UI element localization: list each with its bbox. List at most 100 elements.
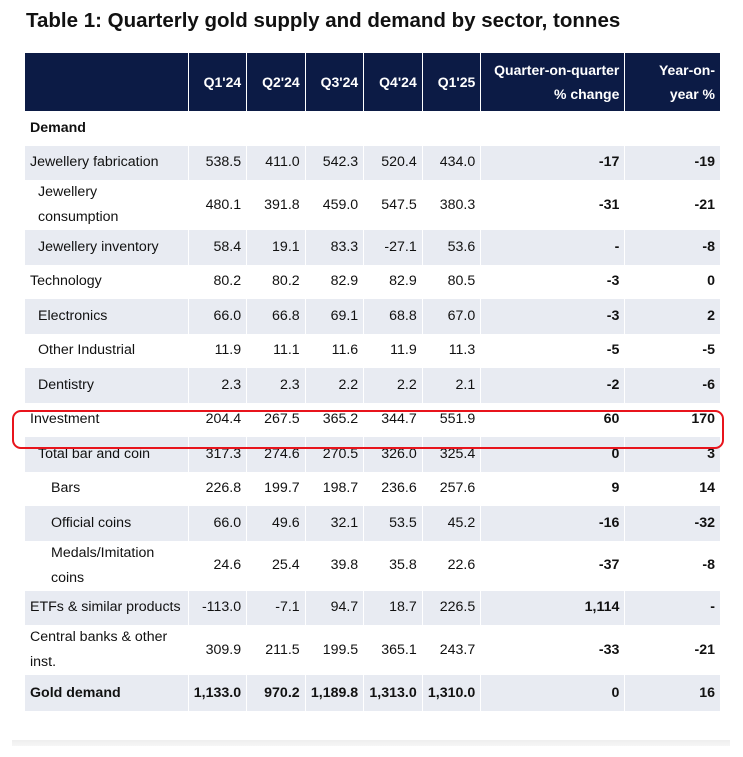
cell-q1-25: 80.5 <box>421 264 481 299</box>
cell-q4-24: 11.9 <box>363 333 423 368</box>
cell-q4-24: 520.4 <box>363 145 423 180</box>
cell-q1-24: 24.6 <box>187 540 247 591</box>
cell-yoy: -21 <box>624 180 720 230</box>
cell-q1-24: 66.0 <box>187 506 247 541</box>
cell-q4-24: 68.8 <box>363 299 423 334</box>
cell-q1-24: 317.3 <box>187 437 247 472</box>
cell-qoq: -37 <box>480 540 625 591</box>
cell-yoy: -8 <box>624 230 720 265</box>
cell-q3-24: 2.2 <box>304 368 364 403</box>
cell-q3-24: 270.5 <box>304 437 364 472</box>
cell-q2-24: 2.3 <box>246 368 306 403</box>
total-q4-24: 1,313.0 <box>363 675 423 711</box>
cell-qoq: 1,114 <box>480 590 625 625</box>
cell-q2-24: -7.1 <box>246 590 306 625</box>
row-label: Technology <box>30 273 102 290</box>
row-label: Other Industrial <box>38 342 135 359</box>
total-q2-24: 970.2 <box>246 675 306 711</box>
cell-yoy: -8 <box>624 540 720 591</box>
header-q2-24: Q2'24 <box>246 53 306 111</box>
cell-yoy: -21 <box>624 625 720 675</box>
cell-q1-24: 204.4 <box>187 402 247 437</box>
cell-q3-24: 199.5 <box>304 625 364 675</box>
cell-qoq: 0 <box>480 437 625 472</box>
cell-yoy: -6 <box>624 368 720 403</box>
table-row: Jewellery consumption 480.1 391.8 459.0 … <box>25 180 720 230</box>
cell-q1-24: 11.9 <box>187 333 247 368</box>
cell-q4-24: 236.6 <box>363 471 423 506</box>
table-row: Medals/Imitation coins 24.6 25.4 39.8 35… <box>25 540 720 591</box>
cell-qoq: -5 <box>480 333 625 368</box>
cell-q1-25: 243.7 <box>421 625 481 675</box>
total-yoy: 16 <box>624 675 720 711</box>
row-label-line1: Jewellery <box>38 184 98 200</box>
table-row: Dentistry 2.3 2.3 2.2 2.2 2.1 -2 -6 <box>25 368 720 403</box>
cell-qoq: -33 <box>480 625 625 675</box>
table-row: Electronics 66.0 66.8 69.1 68.8 67.0 -3 … <box>25 299 720 334</box>
header-yoy-change: Year-on- year % <box>624 53 720 111</box>
cell-q1-25: 22.6 <box>421 540 481 591</box>
cell-q3-24: 69.1 <box>304 299 364 334</box>
cell-qoq: -3 <box>480 299 625 334</box>
cell-q4-24: 365.1 <box>363 625 423 675</box>
cell-q4-24: 53.5 <box>363 506 423 541</box>
total-q3-24: 1,189.8 <box>304 675 364 711</box>
cell-q2-24: 80.2 <box>246 264 306 299</box>
cell-q1-24: 226.8 <box>187 471 247 506</box>
gold-demand-table: Q1'24 Q2'24 Q3'24 Q4'24 Q1'25 Quarter-on… <box>25 53 720 711</box>
cell-q3-24: 83.3 <box>304 230 364 265</box>
cell-q1-25: 67.0 <box>421 299 481 334</box>
header-qoq-line2: % change <box>554 86 620 102</box>
cell-q3-24: 365.2 <box>304 402 364 437</box>
table-row: Official coins 66.0 49.6 32.1 53.5 45.2 … <box>25 506 720 541</box>
cell-q1-25: 11.3 <box>421 333 481 368</box>
cell-q2-24: 411.0 <box>246 145 306 180</box>
table-row-investment: Investment 204.4 267.5 365.2 344.7 551.9… <box>25 402 720 437</box>
cell-qoq: 60 <box>480 402 625 437</box>
table-bottom-shadow <box>12 740 730 746</box>
section-label: Demand <box>30 119 86 136</box>
header-q4-24: Q4'24 <box>363 53 423 111</box>
cell-yoy: -19 <box>624 145 720 180</box>
cell-q1-24: 538.5 <box>187 145 247 180</box>
cell-qoq: -2 <box>480 368 625 403</box>
cell-yoy: -32 <box>624 506 720 541</box>
cell-qoq: - <box>480 230 625 265</box>
cell-q1-25: 53.6 <box>421 230 481 265</box>
header-yoy-line2: year % <box>669 86 715 102</box>
cell-q2-24: 274.6 <box>246 437 306 472</box>
cell-q1-25: 551.9 <box>421 402 481 437</box>
header-yoy-line1: Year-on- <box>658 62 715 78</box>
cell-q1-24: 58.4 <box>187 230 247 265</box>
cell-q1-25: 257.6 <box>421 471 481 506</box>
cell-yoy: -5 <box>624 333 720 368</box>
row-label: Official coins <box>25 506 189 541</box>
cell-q1-25: 226.5 <box>421 590 481 625</box>
table-row: Jewellery fabrication 538.5 411.0 542.3 … <box>25 145 720 180</box>
cell-q2-24: 25.4 <box>246 540 306 591</box>
row-label: Dentistry <box>25 368 189 403</box>
table-row: Other Industrial 11.9 11.1 11.6 11.9 11.… <box>25 333 720 368</box>
cell-q1-24: 80.2 <box>187 264 247 299</box>
row-label: Central banks & other inst. <box>25 625 188 675</box>
cell-q1-24: 480.1 <box>187 180 247 230</box>
cell-q4-24: 2.2 <box>363 368 423 403</box>
cell-q1-25: 325.4 <box>421 437 481 472</box>
header-qoq-change: Quarter-on-quarter % change <box>480 53 625 111</box>
header-label <box>25 53 189 111</box>
cell-q1-24: 2.3 <box>187 368 247 403</box>
header-q3-24: Q3'24 <box>304 53 364 111</box>
cell-q3-24: 32.1 <box>304 506 364 541</box>
cell-q3-24: 94.7 <box>304 590 364 625</box>
cell-q2-24: 66.8 <box>246 299 306 334</box>
cell-qoq: -16 <box>480 506 625 541</box>
cell-q2-24: 211.5 <box>246 625 306 675</box>
table-row: ETFs & similar products -113.0 -7.1 94.7… <box>25 590 720 625</box>
cell-yoy: 3 <box>624 437 720 472</box>
table-row: Bars 226.8 199.7 198.7 236.6 257.6 9 14 <box>25 471 720 506</box>
table-header-row: Q1'24 Q2'24 Q3'24 Q4'24 Q1'25 Quarter-on… <box>25 53 720 111</box>
row-label: Jewellery consumption <box>25 180 188 230</box>
row-label: Jewellery inventory <box>25 230 189 265</box>
row-label: Investment <box>30 411 100 428</box>
table-row: Jewellery inventory 58.4 19.1 83.3 -27.1… <box>25 230 720 265</box>
